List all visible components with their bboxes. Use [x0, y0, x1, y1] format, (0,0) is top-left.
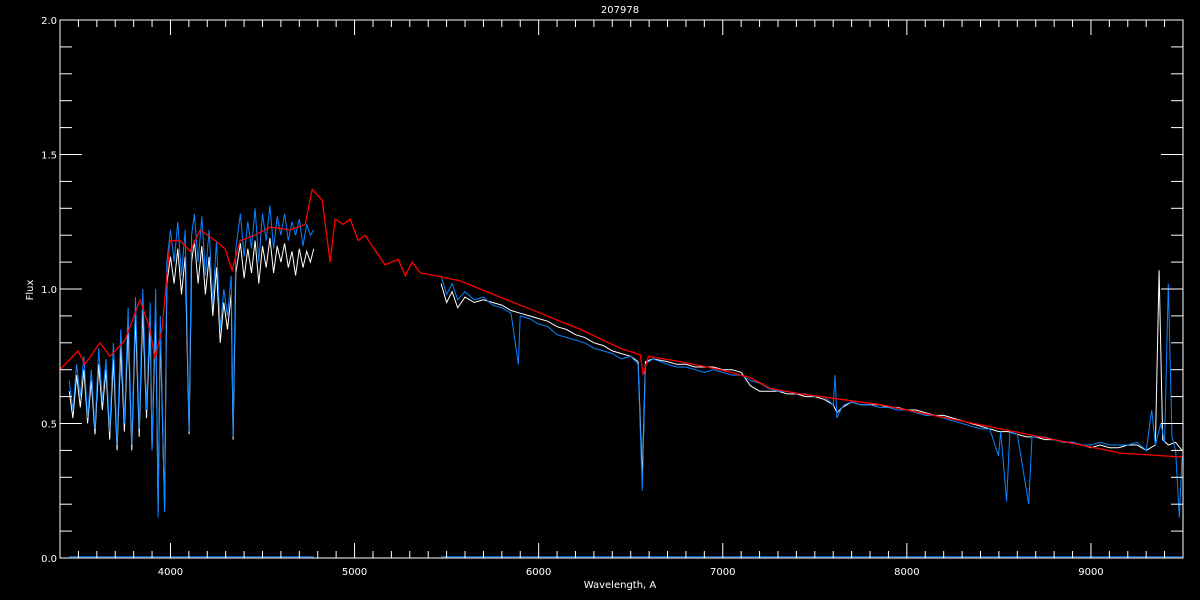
ticks-layer: 4000 5000 6000 7000 8000 9000 0.0 0.5 1.0 1.5 2.0 — [41, 16, 1184, 578]
x-tick-label: 9000 — [1078, 567, 1103, 578]
series-layer — [59, 188, 1184, 558]
x-tick-label: 8000 — [894, 567, 919, 578]
x-tick-label: 5000 — [342, 567, 367, 578]
y-tick-label: 0.0 — [41, 554, 57, 565]
series-2-segment-0 — [59, 188, 1184, 458]
x-axis-label: Wavelength, A — [584, 580, 657, 591]
x-tick-label: 7000 — [710, 567, 735, 578]
y-tick-label: 2.0 — [41, 16, 57, 27]
chart-title: 207978 — [601, 5, 639, 16]
y-tick-label: 0.5 — [41, 420, 57, 431]
x-tick-label: 4000 — [158, 567, 183, 578]
plot-frame — [59, 19, 1184, 559]
y-axis-label: Flux — [25, 280, 36, 301]
y-tick-label: 1.0 — [41, 285, 57, 296]
x-tick-label: 6000 — [526, 567, 551, 578]
series-1-segment-1 — [440, 275, 1183, 518]
series-1-segment-0 — [68, 205, 315, 518]
y-tick-label: 1.5 — [41, 151, 57, 162]
series-0-segment-1 — [440, 270, 1183, 478]
